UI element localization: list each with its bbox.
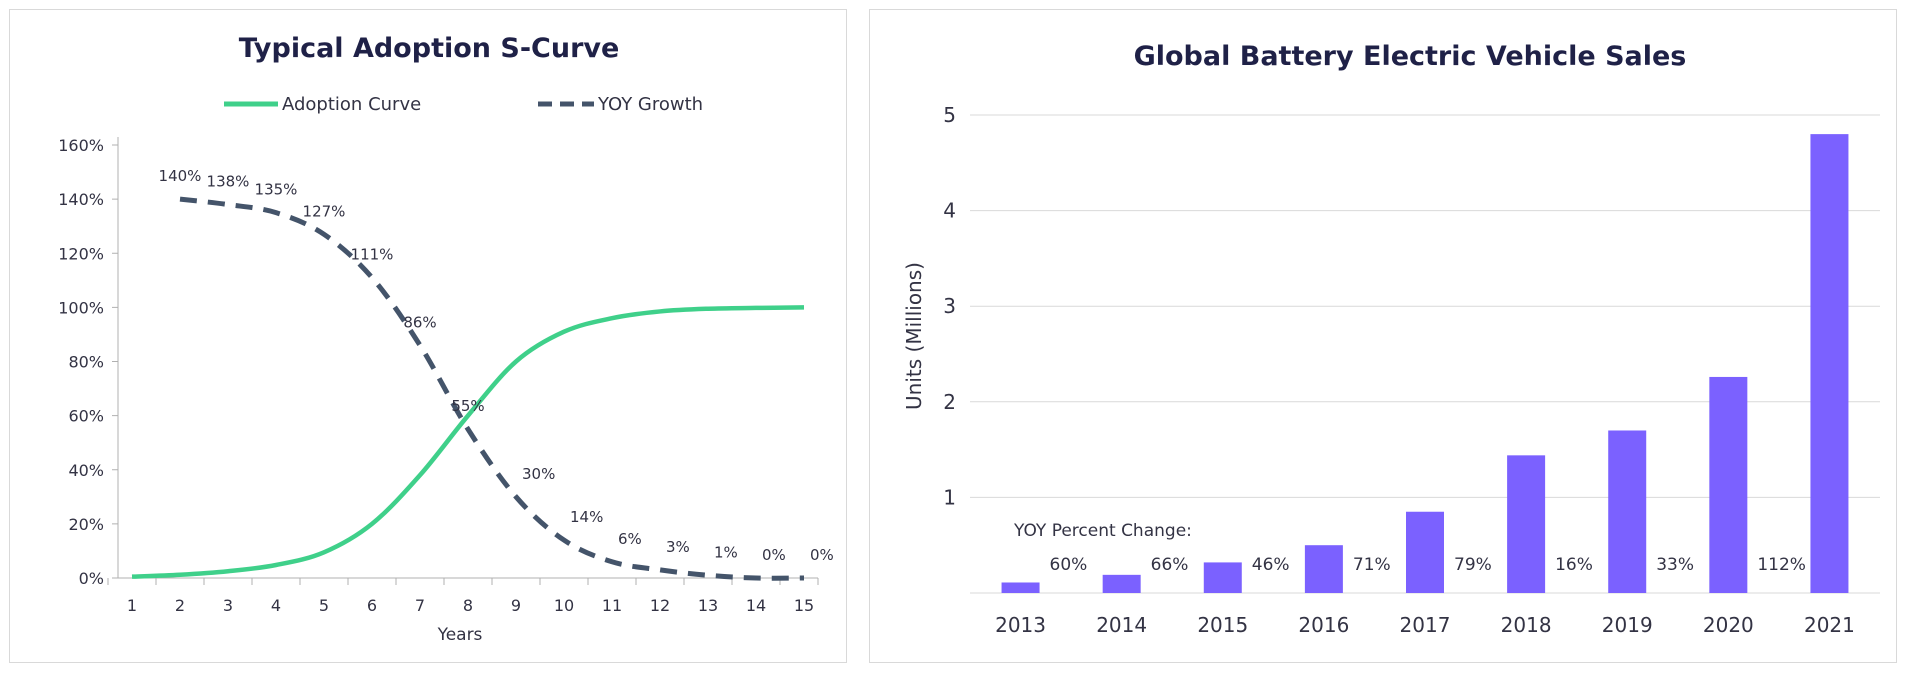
bar-2019	[1608, 430, 1647, 593]
data-label-yoy: 55%	[451, 397, 484, 415]
y-tick-label: 0%	[79, 569, 104, 588]
yoy-label: 71%	[1353, 555, 1391, 575]
x-tick-label: 12	[650, 596, 670, 615]
x-tick-label: 2019	[1602, 613, 1653, 637]
yoy-labels: 60% 66% 46% 71% 79% 16% 33% 112%	[1050, 555, 1806, 575]
x-tick-label: 3	[223, 596, 233, 615]
x-tick-label: 5	[319, 596, 329, 615]
x-tick-label: 11	[602, 596, 622, 615]
x-axis: 1 2 3 4 5 6 7 8 9 10 11 12 13 14 15	[107, 577, 819, 615]
y-axis: 0% 20% 40% 60% 80% 100% 120% 140% 160%	[58, 136, 119, 588]
data-labels: 140% 138% 135% 127% 111% 86% 55% 30% 14% 6% 3% 1% 0%…	[159, 167, 834, 564]
y-tick-label: 120%	[58, 244, 104, 263]
data-label-yoy: 111%	[351, 246, 394, 264]
y-tick-label: 20%	[68, 515, 104, 534]
chart-title: Global Battery Electric Vehicle Sales	[1134, 41, 1687, 72]
bar-2021	[1810, 134, 1849, 593]
y-tick-label: 60%	[68, 407, 104, 426]
y-tick-label: 2	[943, 390, 956, 414]
x-tick-label: 8	[463, 596, 473, 615]
data-label-yoy: 86%	[403, 313, 436, 331]
x-tick-label: 2020	[1703, 613, 1754, 637]
x-tick-label: 2021	[1804, 613, 1855, 637]
x-tick-label: 4	[271, 596, 281, 615]
y-tick-label: 140%	[58, 190, 104, 209]
y-tick-label: 80%	[68, 353, 104, 372]
x-tick-label: 15	[794, 596, 814, 615]
data-label-yoy: 140%	[159, 167, 202, 185]
data-label-yoy: 3%	[666, 538, 690, 556]
y-tick-label: 40%	[68, 461, 104, 480]
data-label-yoy: 138%	[207, 173, 250, 191]
data-label-yoy: 6%	[618, 530, 642, 548]
bar-2020	[1709, 376, 1748, 593]
x-tick-label: 2	[175, 596, 185, 615]
x-tick-label: 2015	[1197, 613, 1248, 637]
bar-2013	[1001, 582, 1040, 593]
yoy-label: 66%	[1151, 555, 1189, 575]
bev-sales-chart-panel: Global Battery Electric Vehicle Sales 1 2…	[869, 9, 1897, 663]
data-label-yoy: 0%	[810, 546, 834, 564]
chart-title: Typical Adoption S-Curve	[239, 33, 620, 64]
x-tick-label: 1	[127, 596, 137, 615]
yoy-label: 79%	[1454, 555, 1492, 575]
plot-area	[131, 196, 805, 581]
data-label-yoy: 30%	[522, 465, 555, 483]
legend: Adoption Curve YOY Growth	[224, 94, 703, 115]
y-tick-label: 1	[943, 485, 956, 509]
x-tick-label: 2017	[1400, 613, 1451, 637]
x-tick-label: 7	[415, 596, 425, 615]
data-label-yoy: 14%	[570, 508, 603, 526]
x-axis: 2013 2014 2015 2016 2017 2018 2019 2020 2021	[995, 613, 1855, 637]
yoy-label: 46%	[1252, 555, 1290, 575]
bar-2017	[1406, 511, 1444, 593]
x-tick-label: 13	[698, 596, 718, 615]
bar-2016	[1304, 545, 1343, 593]
x-axis-title: Years	[437, 625, 483, 645]
x-tick-label: 2018	[1501, 613, 1552, 637]
x-tick-label: 2014	[1096, 613, 1147, 637]
bar-2014	[1102, 574, 1141, 593]
x-tick-label: 10	[554, 596, 574, 615]
data-label-yoy: 135%	[255, 181, 298, 199]
bar-2015	[1203, 562, 1242, 593]
adoption-chart-panel: Typical Adoption S-Curve Adoption Curve …	[9, 9, 847, 663]
yoy-label: 16%	[1555, 555, 1593, 575]
data-label-yoy: 127%	[303, 202, 346, 220]
y-tick-label: 3	[943, 294, 956, 318]
y-tick-label: 5	[943, 103, 956, 127]
yoy-label: 33%	[1656, 555, 1694, 575]
x-tick-label: 9	[511, 596, 521, 615]
legend-label-yoy: YOY Growth	[597, 94, 703, 115]
x-tick-label: 2016	[1298, 613, 1349, 637]
bev-sales-chart: Global Battery Electric Vehicle Sales 1 2…	[902, 41, 1880, 637]
yoy-label: 112%	[1757, 555, 1806, 575]
x-tick-label: 14	[746, 596, 766, 615]
data-label-yoy: 0%	[762, 546, 786, 564]
yoy-annotation: YOY Percent Change:	[1013, 521, 1192, 541]
y-axis: 1 2 3 4 5	[943, 103, 956, 509]
bars	[1001, 134, 1849, 593]
y-tick-label: 4	[943, 199, 956, 223]
legend-label-adoption: Adoption Curve	[282, 94, 421, 115]
bar-2018	[1507, 455, 1546, 593]
adoption-chart: Typical Adoption S-Curve Adoption Curve …	[58, 33, 834, 645]
yoy-label: 60%	[1050, 555, 1088, 575]
data-label-yoy: 1%	[714, 543, 738, 561]
x-tick-label: 6	[367, 596, 377, 615]
series-line-adoption-curve	[131, 305, 805, 579]
y-axis-title: Units (Millions)	[902, 262, 926, 410]
series-line-yoy-growth	[179, 196, 805, 581]
y-tick-label: 100%	[58, 298, 104, 317]
x-tick-label: 2013	[995, 613, 1046, 637]
y-tick-label: 160%	[58, 136, 104, 155]
